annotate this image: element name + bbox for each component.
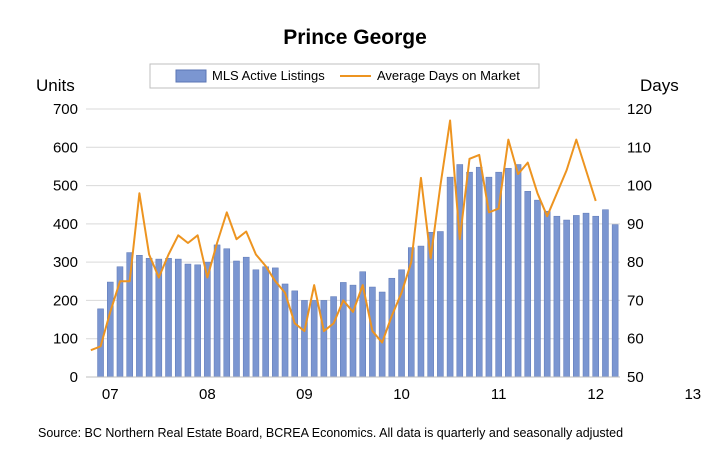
- left-tick-label: 100: [53, 331, 78, 348]
- listings-bar: [340, 282, 347, 378]
- source-note: Source: BC Northern Real Estate Board, B…: [38, 426, 623, 440]
- listings-bar: [534, 199, 541, 378]
- listings-bar: [543, 210, 551, 378]
- days-on-market-line: [90, 119, 597, 352]
- left-axis-title: Units: [36, 76, 75, 95]
- left-tick-label: 500: [53, 178, 78, 195]
- left-tick-label: 300: [53, 254, 78, 271]
- listings-bar: [145, 258, 153, 378]
- listings-bar: [252, 269, 260, 378]
- listings-bar: [165, 258, 172, 378]
- right-tick-label: 100: [627, 178, 652, 195]
- listings-bar: [262, 266, 269, 378]
- left-axis-ticks: 0 100 200 300 400 500 600 700: [53, 101, 78, 386]
- listings-bar: [524, 191, 532, 378]
- right-tick-label: 90: [627, 216, 644, 233]
- listings-bar: [388, 277, 396, 378]
- listings-bar: [563, 219, 570, 378]
- listings-bar: [505, 168, 512, 378]
- listings-bar: [466, 171, 473, 378]
- listings-bar: [107, 281, 114, 378]
- right-tick-label: 120: [627, 101, 652, 118]
- left-tick-label: 600: [53, 139, 78, 156]
- listings-bar: [417, 245, 425, 378]
- listings-bar: [194, 264, 201, 378]
- legend-bar-swatch: [175, 69, 207, 83]
- listings-bar: [204, 261, 211, 378]
- listings-bar: [136, 255, 143, 378]
- listings-bar: [592, 215, 599, 378]
- listings-bar: [223, 248, 231, 378]
- x-tick-label: 10: [393, 386, 410, 403]
- left-tick-label: 0: [70, 369, 78, 386]
- listings-bar: [174, 258, 182, 378]
- right-axis-ticks: 50 60 70 80 90 100 110 120: [627, 101, 652, 386]
- listings-bar: [242, 256, 250, 378]
- listings-bar: [611, 224, 619, 378]
- x-tick-label: 12: [587, 386, 604, 403]
- right-tick-label: 60: [627, 331, 644, 348]
- listings-bar: [553, 215, 561, 378]
- listings-bar: [514, 164, 522, 378]
- right-tick-label: 110: [627, 139, 651, 156]
- listings-bar: [602, 209, 609, 378]
- listings-bar: [233, 260, 240, 378]
- left-tick-label: 200: [53, 292, 78, 309]
- legend-label-listings: MLS Active Listings: [212, 68, 325, 83]
- listings-bars: [97, 164, 619, 378]
- listings-bar: [582, 212, 590, 378]
- listings-bar: [349, 284, 357, 378]
- x-tick-label: 13: [684, 386, 701, 403]
- x-tick-label: 11: [491, 386, 507, 403]
- listings-bar: [456, 164, 464, 378]
- left-tick-label: 400: [53, 216, 78, 233]
- right-tick-label: 70: [627, 292, 644, 309]
- right-tick-label: 50: [627, 369, 644, 386]
- listings-bar: [437, 231, 444, 378]
- right-axis-title: Days: [640, 76, 679, 95]
- listings-bar: [301, 300, 308, 378]
- x-tick-label: 07: [102, 386, 119, 403]
- listings-bar: [291, 290, 299, 378]
- listings-bar: [475, 166, 483, 378]
- right-tick-label: 80: [627, 254, 644, 271]
- x-axis-ticks: 0708091011121314151617181920: [102, 386, 701, 403]
- listings-bar: [320, 300, 328, 378]
- legend-label-days: Average Days on Market: [377, 68, 520, 83]
- listings-bar: [330, 296, 337, 378]
- listings-bar: [310, 300, 318, 378]
- listings-bar: [184, 263, 192, 378]
- legend: MLS Active Listings Average Days on Mark…: [149, 63, 540, 89]
- left-tick-label: 700: [53, 101, 78, 118]
- listings-bar: [446, 176, 454, 378]
- listings-bar: [573, 215, 580, 378]
- x-tick-label: 09: [296, 386, 313, 403]
- chart-title: Prince George: [283, 26, 427, 49]
- listings-bar: [213, 244, 221, 378]
- x-tick-label: 08: [199, 386, 216, 403]
